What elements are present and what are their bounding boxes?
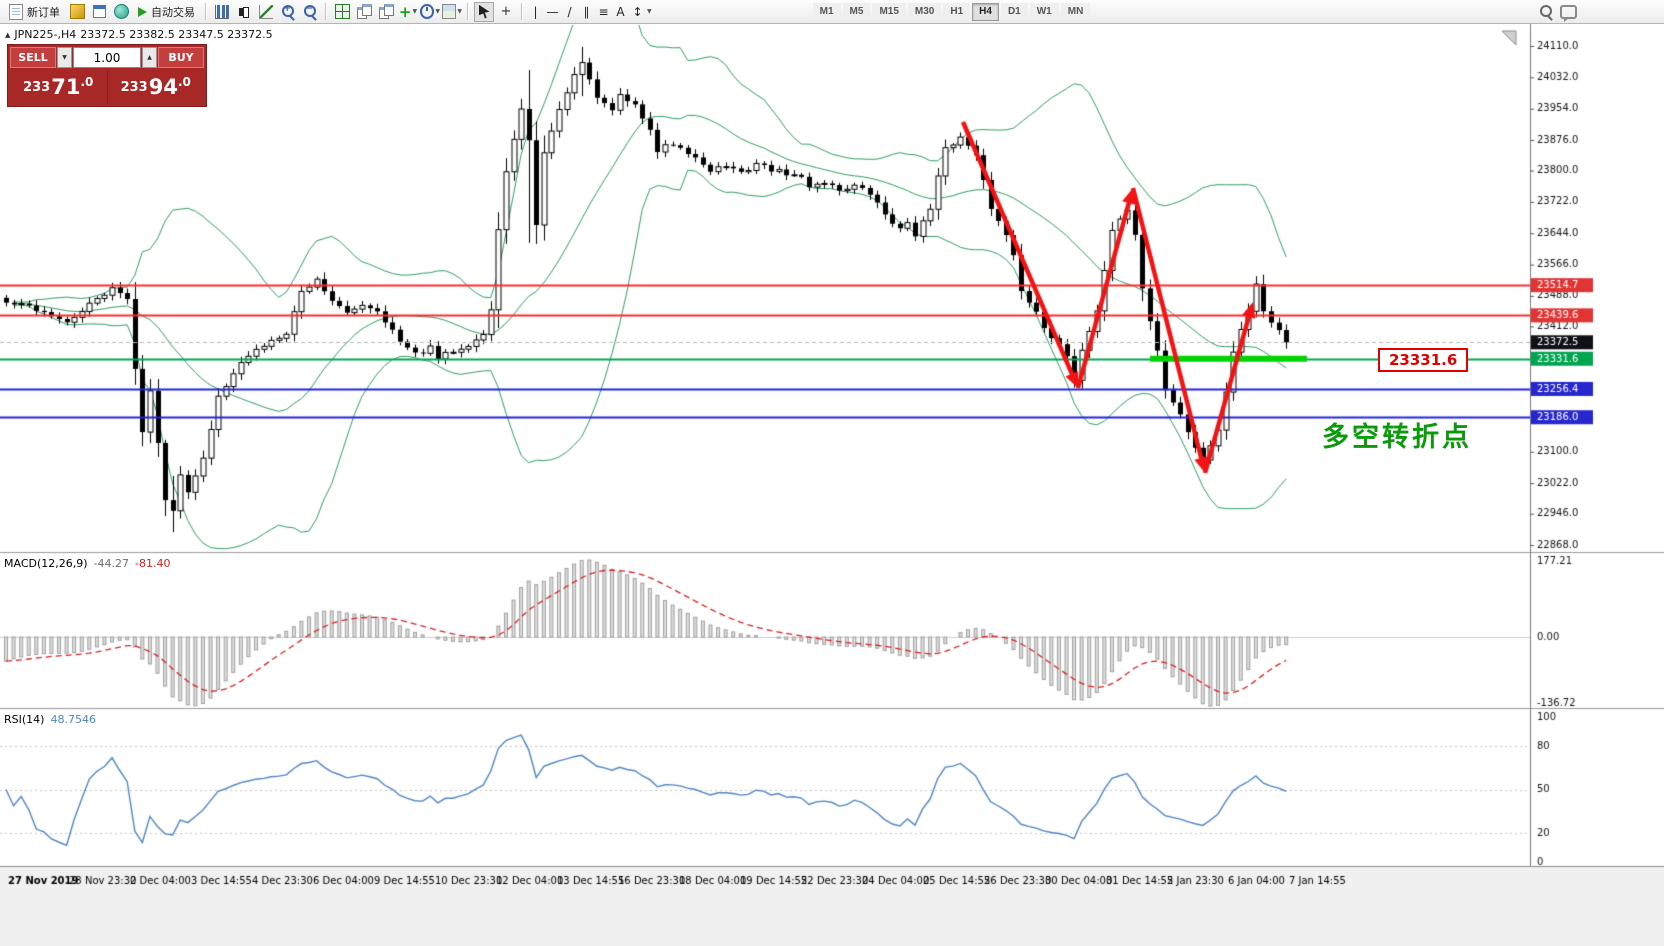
chat-icon[interactable] bbox=[1558, 2, 1578, 22]
tf-m1-button[interactable]: M1 bbox=[812, 2, 841, 21]
tf-h1-button[interactable]: H1 bbox=[943, 2, 971, 21]
horizontal-line-tool[interactable]: — bbox=[546, 4, 559, 19]
search-icon[interactable] bbox=[1536, 2, 1556, 22]
symbol-ohlc: 23372.5 23382.5 23347.5 23372.5 bbox=[80, 28, 273, 41]
add-indicator-icon[interactable]: + ▼ bbox=[398, 2, 418, 21]
navigator-icon[interactable] bbox=[111, 2, 131, 22]
periods-icon[interactable]: ▼ bbox=[420, 2, 440, 22]
arrows-tool-caret[interactable]: ▼ bbox=[647, 8, 652, 15]
symbol-marker-icon: ▲ bbox=[5, 30, 11, 39]
new-order-button[interactable]: 新订单 bbox=[3, 2, 66, 22]
tf-m5-button[interactable]: M5 bbox=[842, 2, 871, 21]
timeframe-group: M1 M5 M15 M30 H1 H4 D1 W1 MN bbox=[812, 2, 1092, 21]
fibonacci-tool[interactable]: ≡ bbox=[598, 4, 609, 19]
autotrade-button[interactable]: 自动交易 bbox=[132, 2, 201, 22]
text-tool[interactable]: A bbox=[616, 4, 625, 19]
autotrade-label: 自动交易 bbox=[151, 6, 195, 19]
toolbar-separator bbox=[467, 3, 469, 20]
main-toolbar: 新订单 自动交易 + − + ▼ ▼ ▼ + | — / ∥ ≡ A ↕ ▼ M1… bbox=[0, 0, 1664, 24]
arrange-windows-icon[interactable] bbox=[376, 2, 396, 22]
rsi-value: 48.7546 bbox=[50, 713, 96, 726]
new-order-label: 新订单 bbox=[27, 6, 60, 19]
charts-icon[interactable] bbox=[67, 2, 87, 22]
buy-button[interactable]: BUY bbox=[158, 47, 204, 68]
bar-chart-mode-icon[interactable] bbox=[212, 2, 232, 22]
trendline-tool[interactable]: / bbox=[567, 4, 572, 19]
macd-label: MACD(12,26,9) bbox=[4, 557, 88, 570]
annotation-price-box[interactable]: 23331.6 bbox=[1378, 348, 1469, 372]
tf-w1-button[interactable]: W1 bbox=[1029, 2, 1059, 21]
tf-h4-button[interactable]: H4 bbox=[972, 2, 999, 21]
tf-d1-button[interactable]: D1 bbox=[1000, 2, 1028, 21]
market-watch-icon[interactable] bbox=[89, 2, 109, 22]
templates-icon[interactable]: ▼ bbox=[442, 2, 462, 22]
candlestick-mode-icon[interactable] bbox=[234, 2, 254, 22]
crosshair-tool-icon[interactable]: + bbox=[500, 4, 512, 19]
tf-m30-button[interactable]: M30 bbox=[907, 2, 942, 21]
rsi-label: RSI(14) bbox=[4, 713, 45, 726]
cascade-windows-icon[interactable] bbox=[354, 2, 374, 22]
macd-signal-value: -81.40 bbox=[135, 557, 171, 570]
tile-windows-icon[interactable] bbox=[332, 2, 352, 22]
buy-price[interactable]: 233 94.0 bbox=[106, 70, 205, 104]
symbol-name: JPN225-,H4 bbox=[14, 28, 77, 41]
rsi-indicator-header: RSI(14) 48.7546 bbox=[4, 713, 96, 726]
lot-increase-button[interactable]: ▲ bbox=[142, 47, 157, 68]
zoom-out-icon[interactable]: − bbox=[300, 2, 320, 22]
toolbar-separator bbox=[205, 3, 207, 20]
toolbar-separator bbox=[521, 3, 523, 20]
toolbar-separator bbox=[325, 3, 327, 20]
line-chart-mode-icon[interactable] bbox=[256, 2, 276, 22]
zoom-in-icon[interactable]: + bbox=[278, 2, 298, 22]
tf-mn-button[interactable]: MN bbox=[1060, 2, 1091, 21]
sell-price[interactable]: 233 71.0 bbox=[23, 75, 94, 99]
sell-button[interactable]: SELL bbox=[10, 47, 56, 68]
cursor-tool-icon[interactable] bbox=[474, 1, 494, 22]
tf-m15-button[interactable]: M15 bbox=[872, 2, 906, 21]
macd-indicator-header: MACD(12,26,9) -44.27 -81.40 bbox=[4, 557, 170, 570]
macd-main-value: -44.27 bbox=[93, 557, 130, 570]
lot-size-input[interactable] bbox=[73, 47, 141, 68]
new-order-icon bbox=[9, 3, 23, 20]
annotation-turning-point-text[interactable]: 多空转折点 bbox=[1322, 422, 1472, 453]
toolbar-right-group bbox=[1535, 2, 1579, 22]
channel-tool[interactable]: ∥ bbox=[583, 4, 590, 19]
symbol-info-bar: ▲ JPN225-,H4 23372.5 23382.5 23347.5 233… bbox=[5, 28, 273, 41]
lot-decrease-button[interactable]: ▼ bbox=[57, 47, 72, 68]
play-icon bbox=[138, 6, 147, 17]
vertical-line-tool[interactable]: | bbox=[533, 4, 538, 19]
arrows-tool[interactable]: ↕ bbox=[632, 4, 643, 19]
